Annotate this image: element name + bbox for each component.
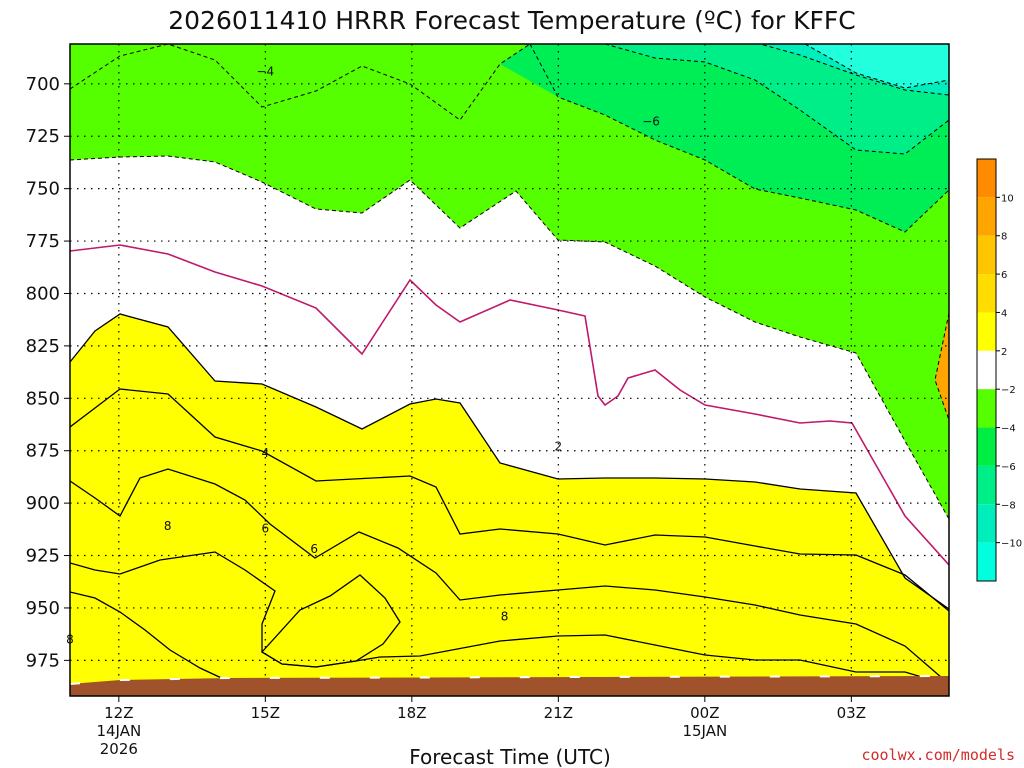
contour-m8c: [700, 44, 949, 96]
band-m2to2: [70, 156, 949, 609]
contour-m2c: [70, 155, 949, 520]
colorbar-label: 6: [1001, 270, 1007, 281]
contour-4c: [70, 388, 949, 612]
contour-8c-low: [70, 591, 231, 683]
x-axis-label: Forecast Time (UTC): [409, 745, 611, 768]
x-tick-sublabel: 2026: [100, 740, 138, 758]
x-tick-label: 00Z: [690, 704, 719, 722]
colorbar-swatch: [977, 235, 996, 275]
x-tick-sublabel: 15JAN: [682, 722, 727, 740]
contour-label: 8: [164, 519, 172, 533]
colorbar-label: 10: [1001, 193, 1014, 204]
freezing-line: [70, 244, 949, 566]
colorbar-label: 8: [1001, 232, 1007, 243]
contour-label: 2: [555, 440, 563, 454]
plot-area: [70, 44, 949, 696]
y-tick-label: 925: [26, 546, 60, 567]
x-tick-label: 03Z: [837, 704, 866, 722]
contour-2c: [70, 313, 949, 610]
y-tick-label: 800: [26, 283, 60, 304]
colorbar-label: −6: [1001, 462, 1016, 473]
y-tick-label: 900: [26, 493, 60, 514]
colorbar-swatch: [977, 274, 996, 313]
colorbar-swatch: [977, 465, 996, 505]
colorbar-label: −10: [1001, 539, 1022, 550]
terrain: [70, 676, 949, 696]
contour-m2c-east: [934, 312, 949, 421]
credit-text: coolwx.com/models: [861, 746, 1015, 764]
contour-label: −6: [642, 115, 660, 129]
chart-title: 2026011410 HRRR Forecast Temperature (ºC…: [168, 6, 856, 35]
colorbar-label: −4: [1001, 424, 1016, 435]
colorbar-label: −2: [1001, 385, 1016, 396]
x-tick-label: 15Z: [251, 704, 280, 722]
terrain-edge: [69, 675, 950, 685]
contour-label: −4: [256, 64, 274, 78]
band-lt-m10: [805, 44, 949, 88]
colorbar-swatch: [977, 427, 996, 466]
y-tick-label: 975: [26, 650, 60, 671]
y-tick-label: 775: [26, 231, 60, 252]
contour-8c: [70, 551, 949, 686]
y-tick-label: 725: [26, 126, 60, 147]
contour-m10c: [804, 44, 949, 89]
colorbar-swatch: [977, 312, 996, 351]
y-tick-label: 950: [26, 598, 60, 619]
colorbar: 10 8 6 4 2 −2 −4 −6 −8 −10: [976, 158, 1022, 582]
colorbar-swatch: [977, 350, 996, 390]
y-tick-label: 850: [26, 388, 60, 409]
contour-m6c-b: [529, 44, 949, 233]
colorbar-frame: [976, 158, 997, 582]
plot-frame: [69, 43, 950, 697]
contour-label: 8: [501, 609, 509, 623]
y-tick-label: 825: [26, 336, 60, 357]
colorbar-swatch: [977, 542, 996, 581]
contour-m4c: [70, 44, 531, 121]
colorbar-label: 2: [1001, 347, 1007, 358]
colorbar-swatch: [977, 504, 996, 543]
x-tick-label: 18Z: [397, 704, 426, 722]
colorbar-label: −8: [1001, 500, 1016, 511]
contour-label: 6: [262, 521, 270, 535]
y-axis: 700 725 750 775 800 825 850 875 900 925 950 975: [26, 74, 70, 671]
band-m4tom2-upper: [70, 44, 500, 120]
contour-label: 6: [310, 542, 318, 556]
contour-label: 4: [262, 446, 270, 460]
y-tick-label: 875: [26, 441, 60, 462]
x-tick-label: 21Z: [544, 704, 573, 722]
x-tick-sublabel: 14JAN: [96, 722, 141, 740]
colorbar-swatch: [977, 159, 996, 198]
contour-6c-island: [260, 574, 401, 668]
contour-m6c: [604, 44, 949, 155]
colorbar-swatch: [977, 197, 996, 236]
colorbar-swatch: [977, 389, 996, 428]
colorbar-label: 4: [1001, 308, 1007, 319]
y-tick-label: 750: [26, 179, 60, 200]
x-tick-label: 12Z: [104, 704, 133, 722]
y-tick-label: 700: [26, 74, 60, 95]
